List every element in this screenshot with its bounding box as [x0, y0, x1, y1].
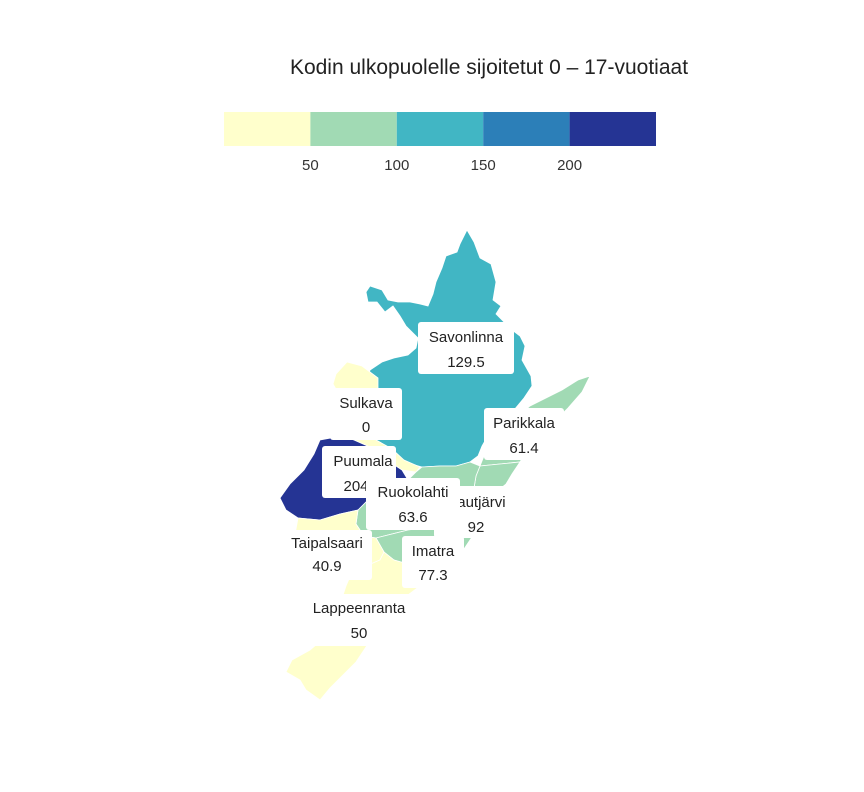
- legend-swatch-4: [483, 112, 570, 146]
- label-name-taipalsaari: Taipalsaari: [291, 535, 363, 552]
- legend-tick-150: 150: [471, 157, 496, 174]
- region-labels: Savonlinna 129.5 Sulkava 0 Parikkala 61.…: [282, 322, 564, 646]
- legend-swatch-3: [396, 112, 484, 146]
- label-sulkava: Sulkava 0: [330, 388, 402, 440]
- label-lappeenranta: Lappeenranta 50: [302, 594, 416, 646]
- label-name-imatra: Imatra: [412, 543, 455, 560]
- map-title: Kodin ulkopuolelle sijoitetut 0 – 17-vuo…: [289, 56, 689, 79]
- label-name-sulkava: Sulkava: [339, 395, 393, 412]
- legend-swatch-2: [310, 112, 397, 146]
- label-imatra: Imatra 77.3: [402, 536, 464, 588]
- label-box-imatra: [402, 536, 464, 588]
- legend-swatch-1: [224, 112, 311, 146]
- legend-tick-200: 200: [557, 157, 582, 174]
- label-taipalsaari: Taipalsaari 40.9: [282, 530, 372, 580]
- label-value-puumala: 204: [343, 478, 368, 495]
- label-box-ruokolahti: [366, 478, 460, 530]
- color-legend: 50 100 150 200: [224, 112, 656, 174]
- label-box-parikkala: [484, 408, 564, 460]
- label-value-ruokolahti: 63.6: [398, 509, 427, 526]
- label-value-savonlinna: 129.5: [447, 354, 485, 371]
- label-savonlinna: Savonlinna 129.5: [418, 322, 514, 374]
- label-value-taipalsaari: 40.9: [312, 558, 341, 575]
- label-value-rautjarvi: 92: [468, 519, 485, 536]
- label-ruokolahti: Ruokolahti 63.6: [366, 478, 460, 530]
- label-box-sulkava: [330, 388, 402, 440]
- label-box-savonlinna: [418, 322, 514, 374]
- label-value-parikkala: 61.4: [509, 440, 538, 457]
- label-name-parikkala: Parikkala: [493, 415, 555, 432]
- legend-swatch-5: [569, 112, 656, 146]
- label-name-lappeenranta: Lappeenranta: [313, 600, 406, 617]
- label-name-rautjarvi: Rautjärvi: [446, 494, 505, 511]
- label-box-lappeenranta: [302, 594, 416, 646]
- label-box-taipalsaari: [282, 530, 372, 580]
- label-parikkala: Parikkala 61.4: [484, 408, 564, 460]
- label-value-lappeenranta: 50: [351, 625, 368, 642]
- label-name-ruokolahti: Ruokolahti: [378, 484, 449, 501]
- label-name-puumala: Puumala: [333, 453, 393, 470]
- legend-tick-50: 50: [302, 157, 319, 174]
- label-value-imatra: 77.3: [418, 567, 447, 584]
- label-name-savonlinna: Savonlinna: [429, 329, 504, 346]
- label-value-sulkava: 0: [362, 419, 370, 436]
- legend-tick-100: 100: [384, 157, 409, 174]
